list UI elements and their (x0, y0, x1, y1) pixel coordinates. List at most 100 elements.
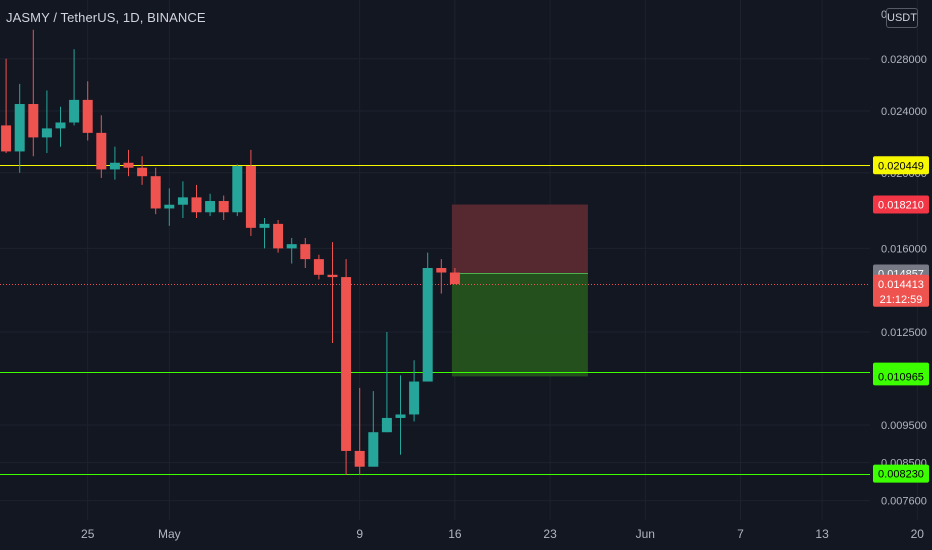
x-tick-label: 20 (911, 527, 925, 541)
x-tick-label: May (158, 527, 181, 541)
price-label-text: 0.020449 (878, 160, 924, 172)
candle-body (82, 99, 93, 133)
candle-body (205, 201, 216, 213)
candle-body (14, 104, 25, 152)
x-tick-label: 13 (815, 527, 829, 541)
candle (313, 254, 324, 280)
candle-body (28, 104, 39, 138)
candle-body (300, 244, 311, 260)
candle (205, 193, 216, 217)
candle-body (395, 414, 406, 418)
candle-body (273, 223, 284, 249)
candle-body (41, 128, 52, 138)
x-tick-label: 9 (356, 527, 363, 541)
candle (354, 387, 365, 475)
price-label-tag (873, 464, 929, 483)
candle-body (422, 267, 433, 382)
y-tick-label: 0 (881, 9, 887, 21)
candle (191, 184, 202, 219)
x-tick-label: Jun (636, 527, 655, 541)
candle-body (137, 167, 148, 177)
candle (41, 90, 52, 154)
candle (164, 188, 175, 226)
x-tick-label: 16 (448, 527, 462, 541)
candle-body (368, 432, 379, 467)
price-label-tag (873, 195, 929, 214)
candle (436, 259, 447, 294)
candle-body (123, 162, 134, 168)
candle (381, 332, 392, 433)
candle (14, 83, 25, 173)
candle-body (286, 244, 297, 249)
take-profit-zone (451, 273, 588, 377)
x-tick-label: 7 (737, 527, 744, 541)
candle-body (381, 417, 392, 433)
candle-body (313, 259, 324, 275)
candle (123, 149, 134, 177)
y-tick-label: 0.007600 (881, 496, 927, 508)
price-label-text: 0.008230 (878, 469, 924, 481)
candle (422, 252, 433, 382)
candle-body (341, 277, 352, 451)
candle (109, 146, 120, 180)
y-tick-label: 0.009500 (881, 420, 927, 432)
candle-body (164, 204, 175, 209)
candle-body (436, 267, 447, 273)
candle-body (354, 450, 365, 467)
y-tick-label: 0.024000 (881, 106, 927, 118)
price-label-text: 0.014413 (878, 279, 924, 291)
candle-body (150, 176, 161, 209)
candle (395, 375, 406, 455)
candle (1, 58, 12, 154)
candle (137, 156, 148, 185)
candle-body (327, 274, 338, 278)
currency-button[interactable]: USDT (886, 8, 918, 28)
candle (28, 29, 39, 157)
candle (96, 115, 107, 178)
candle (82, 81, 93, 141)
price-label-tag (873, 156, 929, 175)
chart-title: JASMY / TetherUS, 1D, BINANCE (6, 10, 206, 25)
candle (218, 195, 229, 220)
candle (259, 218, 270, 249)
y-tick-label: 0.028000 (881, 54, 927, 66)
candle (341, 259, 352, 475)
candle (55, 106, 66, 147)
candle-body (245, 166, 256, 228)
candle (69, 49, 80, 126)
price-label-text: 0.010965 (878, 371, 924, 383)
candle (327, 242, 338, 344)
x-tick-label: 23 (543, 527, 557, 541)
x-tick-label: 25 (81, 527, 95, 541)
stop-loss-zone (451, 204, 588, 274)
candle (409, 360, 420, 422)
candle-body (259, 223, 270, 228)
candle-body (191, 197, 202, 213)
price-label-text: 0.018210 (878, 200, 924, 212)
y-tick-label: 0.012500 (881, 327, 927, 339)
candle-body (69, 99, 80, 123)
candle-body (449, 272, 460, 285)
candle-body (232, 166, 243, 213)
candle (368, 391, 379, 467)
candle-body (1, 125, 12, 152)
candle (286, 237, 297, 264)
candle-body (218, 201, 229, 213)
candle-body (96, 132, 107, 170)
candle (150, 167, 161, 215)
candle (245, 149, 256, 236)
candle-body (177, 197, 188, 205)
price-label-tag (873, 274, 929, 307)
candle (449, 267, 460, 285)
price-label-tag (873, 367, 929, 386)
candle (177, 181, 188, 219)
candle-body (409, 381, 420, 415)
y-tick-label: 0.016000 (881, 243, 927, 255)
candle (273, 219, 284, 253)
candle-body (55, 122, 66, 129)
candle (232, 164, 243, 217)
candle-body (109, 162, 120, 170)
countdown-text: 21:12:59 (880, 294, 923, 306)
